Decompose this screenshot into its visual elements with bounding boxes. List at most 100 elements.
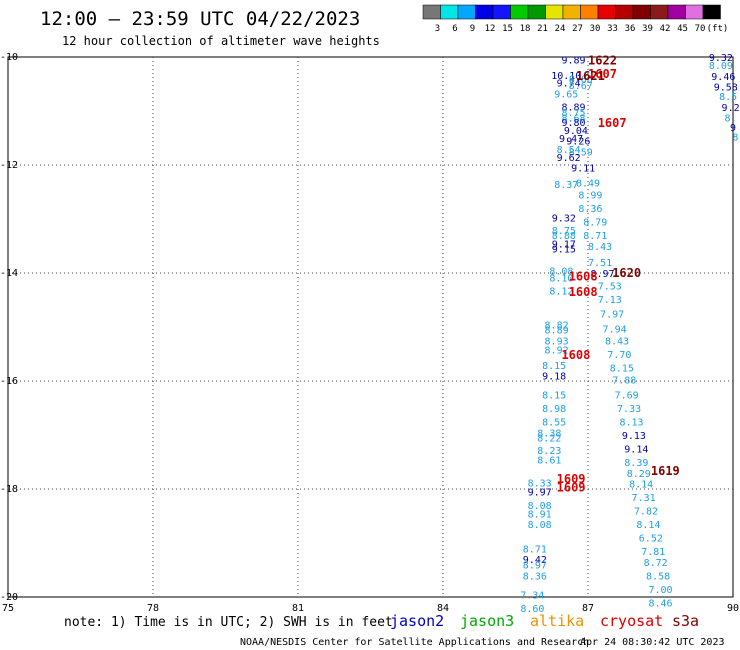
scale-swatch — [492, 4, 511, 20]
x-tick-label: 87 — [582, 603, 594, 614]
wave-height-value: 8.43 — [605, 337, 629, 348]
wave-height-value: 8.5 — [719, 92, 737, 103]
wave-height-value: 8.82 — [545, 320, 569, 331]
wave-height-value: 8.68 — [561, 113, 585, 124]
wave-height-value: 8.43 — [588, 242, 612, 253]
x-tick-label: 90 — [727, 603, 739, 614]
x-tick-label: 75 — [2, 603, 14, 614]
wave-height-value: 8.08 — [528, 501, 552, 512]
wave-height-value: 8.15 — [542, 361, 566, 372]
axis-ticks: 75 78 81 84 87 90 -10 -12 -14 -16 -18 -20 — [0, 52, 739, 614]
x-tick-label: 84 — [437, 603, 449, 614]
satellite-legend: jason2 jason3 altika cryosat s3a — [390, 612, 699, 630]
pass-time-label: 1608 — [569, 285, 598, 299]
wave-height-value: 8.23 — [537, 446, 561, 457]
wave-height-points: 9.8910.109.748.868.679.658.898.758.689.8… — [520, 53, 739, 615]
wave-height-value: 7.97 — [600, 310, 624, 321]
wave-height-value: 8.37 — [554, 180, 578, 191]
wave-height-value: 7.88 — [612, 375, 636, 386]
pass-time-labels: 1622160716211607162016081608160816191609… — [557, 54, 680, 495]
wave-height-value: 8.12 — [549, 286, 573, 297]
scale-label: 70 — [695, 24, 706, 34]
wave-height-value: 8.97 — [590, 269, 614, 280]
wave-height-value: 9.14 — [624, 445, 648, 456]
wave-height-value: 8.36 — [523, 571, 547, 582]
wave-height-value: 8.22 — [537, 434, 561, 445]
wave-height-value: 7.70 — [607, 350, 631, 361]
wave-height-value: 9.32 — [552, 213, 576, 224]
scale-swatch — [685, 4, 704, 20]
wave-height-value: 9.17 — [552, 239, 576, 250]
scale-swatch — [632, 4, 651, 20]
chart-subtitle: 12 hour collection of altimeter wave hei… — [62, 34, 380, 48]
wave-height-value: 8.55 — [542, 418, 566, 429]
note-text: note: 1) Time is in UTC; 2) SWH is in fe… — [64, 615, 393, 630]
scale-swatch — [457, 4, 476, 20]
wave-height-value: 8.39 — [624, 458, 648, 469]
scale-swatch — [422, 4, 441, 20]
wave-height-value: 8.91 — [528, 509, 552, 520]
wave-height-value: 8.29 — [627, 469, 651, 480]
wave-height-value: 8.67 — [569, 81, 593, 92]
wave-height-value: 8.75 — [552, 226, 576, 237]
scale-swatch — [580, 4, 599, 20]
pass-time-label: 1619 — [651, 464, 680, 478]
wave-height-value: 8 — [732, 132, 738, 143]
wave-height-value: 8. — [725, 113, 737, 124]
pass-time-label: 1607 — [598, 116, 627, 130]
y-tick-label: -20 — [0, 592, 18, 603]
satellite-name-jason3: jason3 — [460, 612, 514, 630]
wave-height-value: 8.15 — [610, 364, 634, 375]
y-tick-label: -16 — [0, 376, 18, 387]
wave-height-value: 8.98 — [542, 404, 566, 415]
wave-height-value: 9 — [730, 123, 736, 134]
scale-swatch — [545, 4, 564, 20]
wave-height-value: 10.10 — [551, 71, 581, 82]
wave-height-value: 8.89 — [561, 103, 585, 114]
satellite-name-jason2: jason2 — [390, 612, 444, 630]
wave-height-value: 7.00 — [648, 585, 672, 596]
scale-label: 15 — [502, 24, 513, 34]
satellite-name-cryosat: cryosat — [600, 612, 663, 630]
chart-title: 12:00 – 23:59 UTC 04/22/2023 — [40, 8, 360, 30]
wave-height-value: 9.74 — [557, 78, 581, 89]
pass-time-label: 1621 — [576, 69, 605, 83]
wave-height-value: 8.71 — [523, 544, 547, 555]
wave-height-value: 8.09 — [709, 61, 733, 72]
wave-height-value: 7.34 — [520, 590, 544, 601]
wave-height-value: 8.14 — [629, 480, 653, 491]
scale-label: 12 — [485, 24, 496, 34]
wave-height-value: 8.79 — [583, 218, 607, 229]
wave-height-value: 7.13 — [598, 295, 622, 306]
wave-height-value: 8.08 — [549, 266, 573, 277]
pass-time-label: 1622 — [588, 54, 617, 68]
scale-swatch — [615, 4, 634, 20]
wave-height-value: 8.46 — [648, 598, 672, 609]
wave-height-value: 8.72 — [644, 558, 668, 569]
scale-swatch — [702, 4, 721, 20]
wave-height-value: 7.82 — [634, 507, 658, 518]
wave-height-value: 8.61 — [537, 455, 561, 466]
wave-height-value: 9.47 — [559, 134, 583, 145]
wave-height-value: 7.53 — [598, 281, 622, 292]
scale-swatch — [597, 4, 616, 20]
wave-height-value: 7.81 — [641, 547, 665, 558]
color-scale-legend: 3 6 9 12 15 18 21 24 27 30 33 36 39 42 45 70 (ft) — [422, 4, 728, 34]
wave-height-value: 7.94 — [603, 325, 627, 336]
pass-time-label: 1620 — [612, 266, 641, 280]
wave-height-value: 8.71 — [583, 231, 607, 242]
scale-label: 39 — [642, 24, 653, 34]
footer-agency: NOAA/NESDIS Center for Satellite Applica… — [240, 637, 589, 648]
scale-label: 24 — [555, 24, 566, 34]
wave-height-value: 8.93 — [545, 337, 569, 348]
wave-height-value: 6.52 — [639, 534, 663, 545]
wave-height-value: 9.13 — [622, 431, 646, 442]
pass-time-label: 1609 — [557, 472, 586, 486]
scale-swatch — [510, 4, 529, 20]
wave-height-value: 9.26 — [566, 137, 590, 148]
wave-height-value: 8.60 — [520, 604, 544, 615]
wave-height-value: 9.58 — [714, 83, 738, 94]
plot-frame — [7, 56, 734, 598]
wave-height-value: 8.13 — [619, 418, 643, 429]
